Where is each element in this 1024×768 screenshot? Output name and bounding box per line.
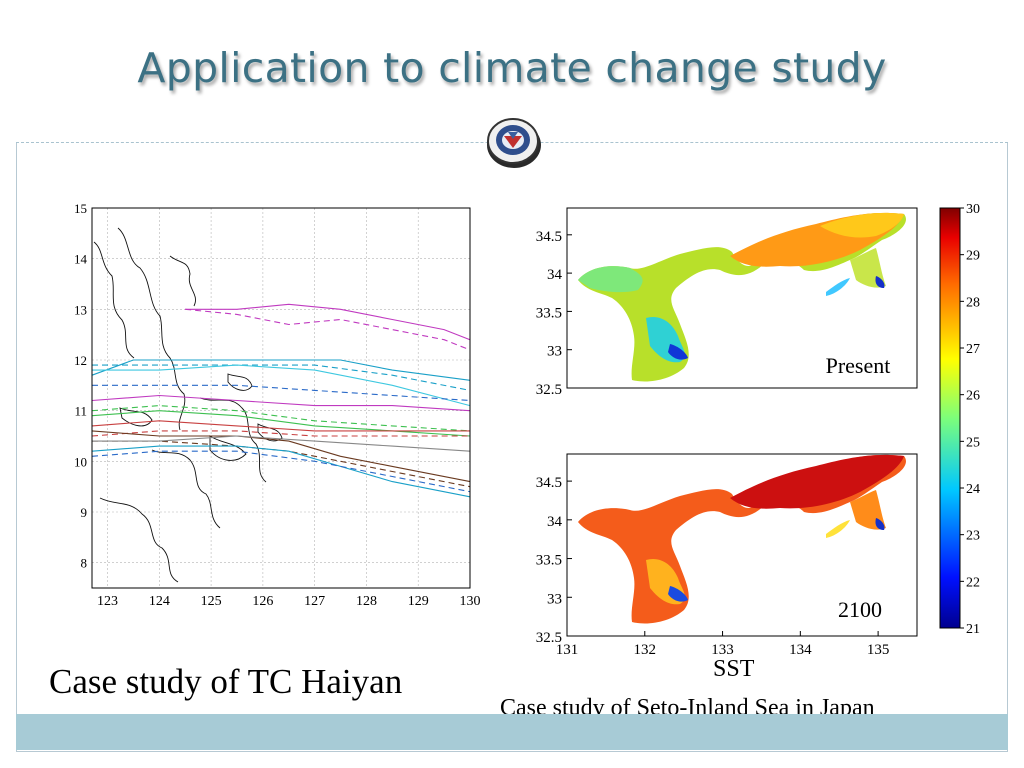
track-x-tick-label: 127 bbox=[304, 594, 325, 609]
sst-y-tick-label: 34.5 bbox=[536, 475, 562, 491]
institution-seal-icon bbox=[487, 118, 541, 168]
coastline-segment bbox=[117, 227, 186, 431]
track-y-tick-label: 13 bbox=[74, 302, 87, 317]
caption-sst: SST bbox=[713, 656, 755, 682]
colorbar-tick-label: 22 bbox=[966, 575, 980, 590]
philippines-coastline bbox=[93, 227, 283, 583]
caption-tc-haiyan: Case study of TC Haiyan bbox=[49, 662, 403, 701]
coastline-segment bbox=[93, 241, 135, 359]
sst-y-tick-label: 33 bbox=[547, 591, 562, 607]
sst-x-tick-label: 135 bbox=[867, 642, 890, 658]
sst-y-tick-label: 32.5 bbox=[536, 630, 562, 646]
track-line bbox=[91, 430, 470, 437]
sst-colorbar bbox=[939, 207, 961, 629]
track-line bbox=[91, 405, 471, 432]
track-line bbox=[92, 364, 471, 391]
track-x-tick-label: 128 bbox=[356, 594, 377, 609]
sst-panel-label-present: Present bbox=[826, 353, 891, 378]
coastline-segment bbox=[119, 407, 153, 427]
track-y-tick-label: 11 bbox=[74, 404, 87, 419]
track-x-tick-label: 130 bbox=[460, 594, 481, 609]
coastline-segment bbox=[99, 497, 179, 583]
sst-map-2100: 2100 bbox=[566, 453, 918, 637]
sst-y-tick-label: 34.5 bbox=[536, 229, 562, 245]
sst-maps: Present 2100 34.5 34 33.5 33 32.5 34.5 34 33.5… bbox=[536, 202, 980, 658]
track-ensemble bbox=[91, 303, 471, 498]
track-line bbox=[91, 430, 471, 483]
sst-y-tick-label: 34 bbox=[547, 267, 563, 283]
track-x-tick-label: 129 bbox=[408, 594, 429, 609]
track-line bbox=[91, 410, 471, 437]
track-y-tick-label: 12 bbox=[74, 353, 87, 368]
track-line bbox=[185, 308, 471, 351]
track-line bbox=[91, 420, 470, 432]
colorbar-tick-label: 21 bbox=[966, 622, 980, 637]
sst-y-tick-label: 33.5 bbox=[536, 553, 562, 569]
track-line bbox=[92, 435, 471, 452]
slide-title: Application to climate change study bbox=[137, 44, 887, 92]
track-x-tick-label: 125 bbox=[201, 594, 222, 609]
coastline-segment bbox=[151, 449, 221, 529]
typhoon-track-plot: 123 124 125 126 127 128 129 130 15 14 13 12 11 10 9 8 bbox=[74, 201, 481, 609]
sst-y-tick-label: 33.5 bbox=[536, 305, 562, 321]
colorbar-tick-label: 27 bbox=[966, 342, 980, 357]
sst-x-tick-label: 132 bbox=[634, 642, 657, 658]
track-line bbox=[92, 364, 471, 407]
sst-panel-label-2100: 2100 bbox=[838, 597, 882, 622]
track-x-tick-label: 124 bbox=[149, 594, 170, 609]
track-x-tick-label: 126 bbox=[252, 594, 273, 609]
colorbar-tick-label: 26 bbox=[966, 389, 980, 404]
track-line bbox=[91, 394, 471, 412]
bottom-bar bbox=[16, 714, 1008, 750]
sst-y-tick-label: 34 bbox=[547, 514, 563, 530]
track-x-tick-label: 123 bbox=[97, 594, 118, 609]
track-line bbox=[92, 384, 471, 402]
track-line bbox=[91, 445, 471, 498]
sst-map-present: Present bbox=[566, 207, 918, 389]
track-line bbox=[91, 359, 471, 381]
colorbar-tick-label: 30 bbox=[966, 202, 980, 217]
track-line bbox=[185, 303, 471, 341]
colorbar-tick-label: 23 bbox=[966, 529, 980, 544]
track-y-tick-label: 9 bbox=[81, 505, 88, 520]
track-y-tick-label: 10 bbox=[74, 454, 87, 469]
coastline-segment bbox=[209, 435, 247, 461]
track-y-tick-label: 14 bbox=[74, 252, 88, 267]
colorbar-tick-label: 29 bbox=[966, 249, 980, 264]
sst-y-tick-label: 33 bbox=[547, 344, 562, 360]
track-line bbox=[92, 440, 471, 488]
colorbar-tick-label: 28 bbox=[966, 295, 980, 310]
track-y-tick-label: 8 bbox=[81, 556, 88, 571]
sst-x-tick-label: 133 bbox=[711, 642, 734, 658]
coastline-segment bbox=[227, 373, 253, 391]
coastline-segment bbox=[169, 255, 196, 307]
sst-x-tick-label: 131 bbox=[556, 642, 579, 658]
colorbar-tick-label: 24 bbox=[966, 482, 980, 497]
sst-y-tick-label: 32.5 bbox=[536, 382, 562, 398]
sst-x-tick-label: 134 bbox=[789, 642, 812, 658]
track-line bbox=[91, 450, 471, 493]
track-y-tick-label: 15 bbox=[74, 201, 87, 216]
colorbar-tick-label: 25 bbox=[966, 435, 980, 450]
